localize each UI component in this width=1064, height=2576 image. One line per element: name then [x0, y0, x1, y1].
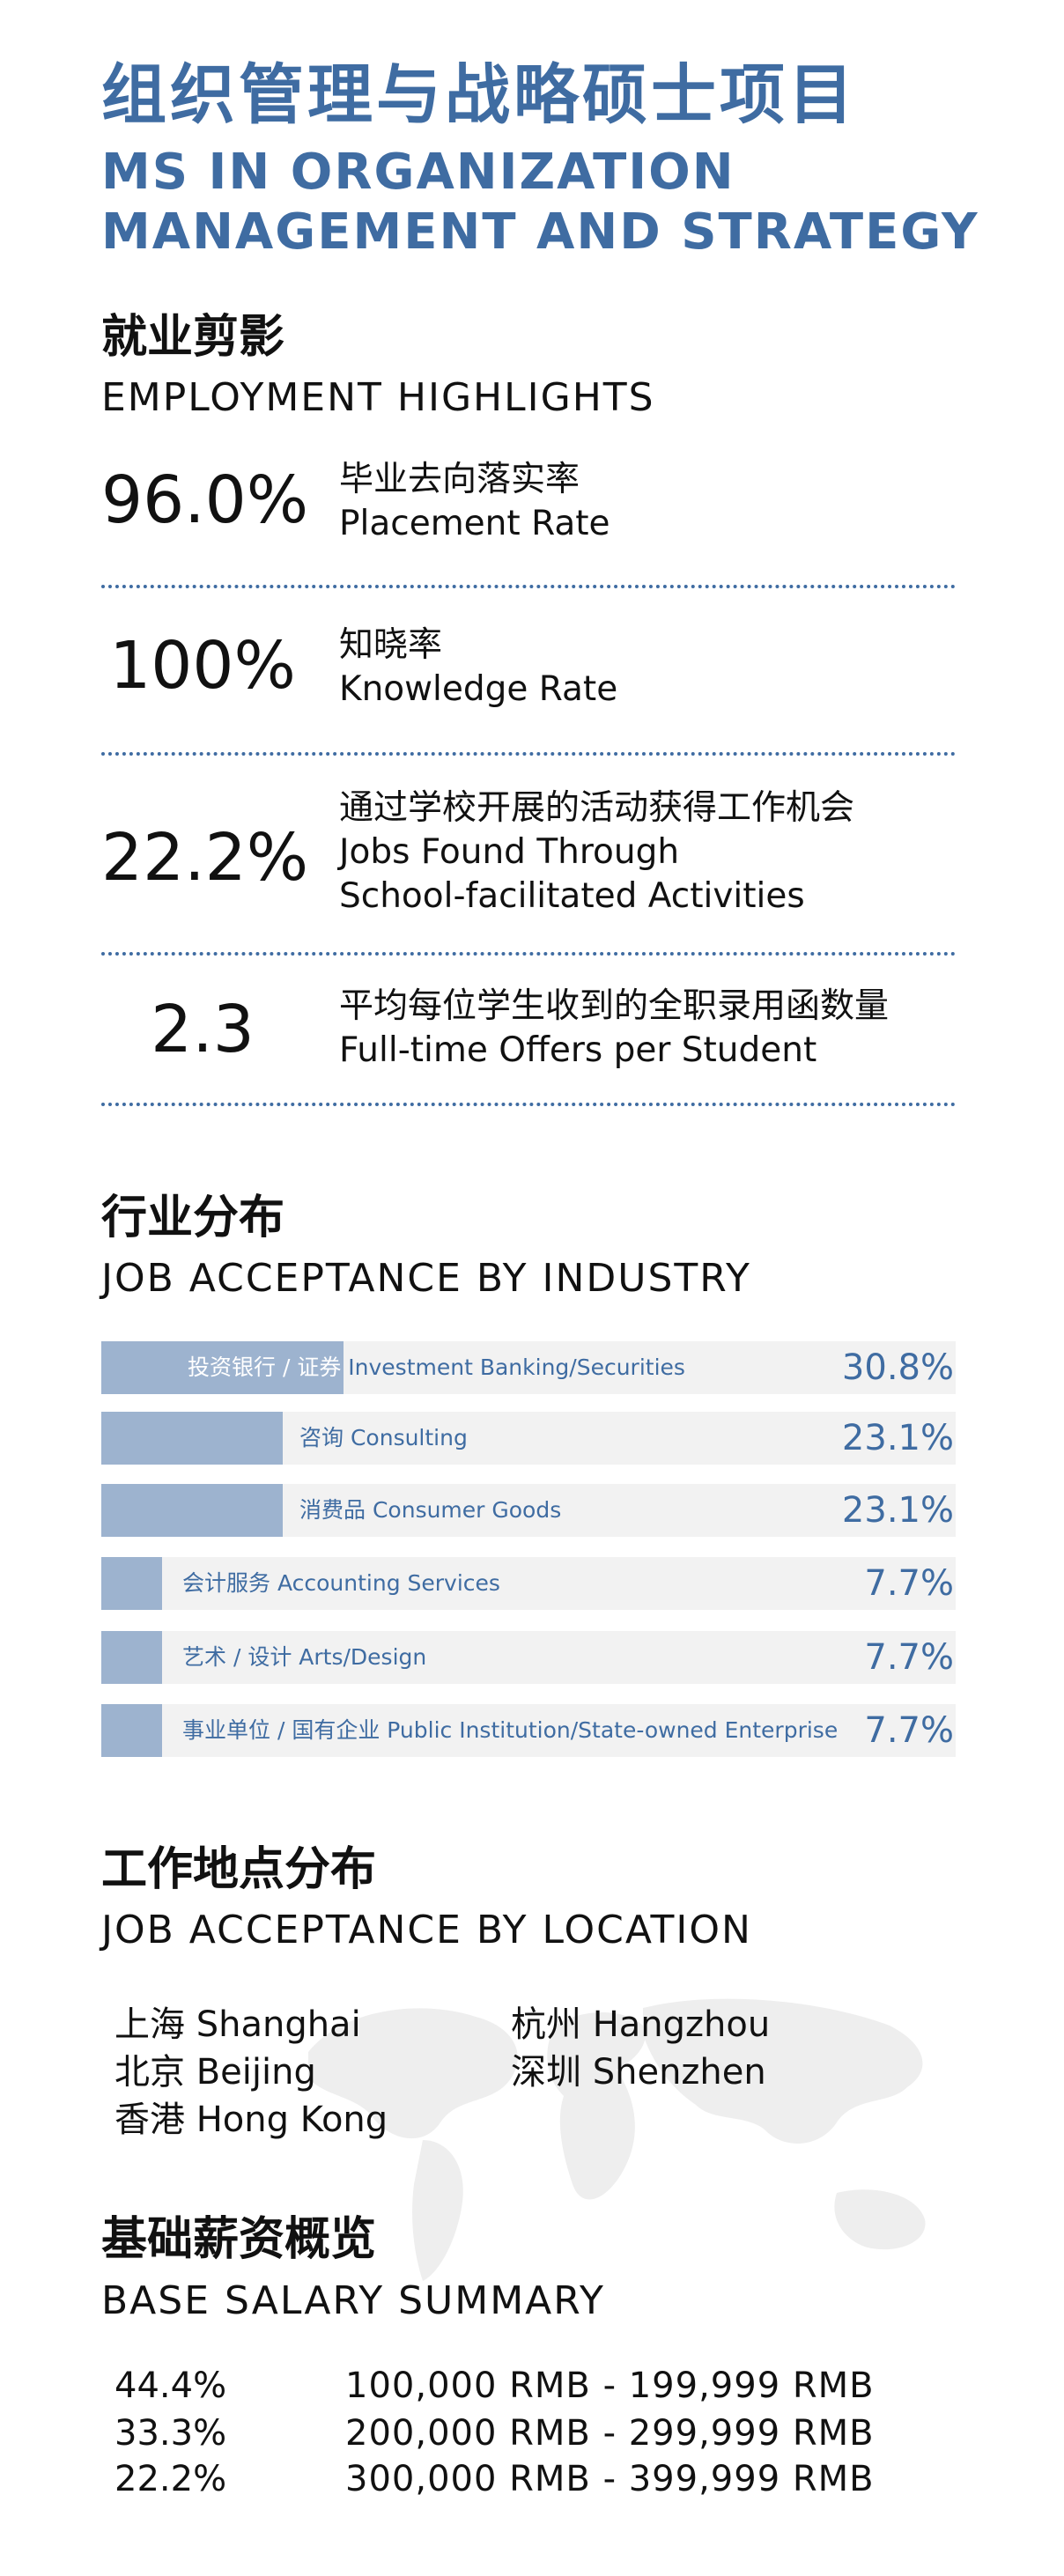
industry-percent: 7.7% [864, 1637, 954, 1678]
industry-row: 咨询 Consulting 23.1% [101, 1412, 956, 1465]
salary-heading-en: BASE SALARY SUMMARY [101, 2278, 605, 2323]
salary-heading-cn: 基础薪资概览 [101, 2213, 377, 2266]
location-item: 香港 Hong Kong [115, 2100, 388, 2140]
industry-label-cn: 消费品 [299, 1497, 366, 1523]
salary-range: 100,000 RMB - 199,999 RMB [345, 2366, 875, 2406]
divider [101, 752, 956, 756]
highlight-knowledge: 100% 知晓率 Knowledge Rate [101, 624, 956, 738]
industry-bar [101, 1484, 283, 1537]
salary-percent: 44.4% [115, 2366, 227, 2406]
industry-row: 会计服务 Accounting Services 7.7% [101, 1557, 956, 1610]
industry-bar [101, 1631, 162, 1684]
industry-bar [101, 1412, 283, 1465]
highlight-label-cn: 通过学校开展的活动获得工作机会 [339, 788, 855, 828]
industry-label-en: Arts/Design [299, 1644, 427, 1670]
industry-row: 投资银行 / 证券 Investment Banking/Securities … [101, 1341, 956, 1394]
program-title-cn: 组织管理与战略硕士项目 [101, 57, 857, 133]
location-item: 北京 Beijing [115, 2052, 316, 2093]
industry-label: 事业单位 / 国有企业 Public Institution/State-own… [182, 1704, 838, 1757]
highlight-value: 100% [109, 628, 296, 704]
industry-percent: 30.8% [841, 1347, 954, 1388]
highlight-label-en: Placement Rate [339, 504, 610, 543]
highlight-label-cn: 知晓率 [339, 625, 443, 665]
industry-label: 艺术 / 设计 Arts/Design [182, 1631, 426, 1684]
highlight-label: 平均每位学生收到的全职录用函数量 Full-time Offers per St… [339, 985, 889, 1073]
highlight-label-en: School-facilitated Activities [339, 876, 805, 916]
highlight-school-jobs: 22.2% 通过学校开展的活动获得工作机会 Jobs Found Through… [101, 786, 956, 927]
industry-label-en: Consulting [350, 1425, 468, 1450]
highlight-offers: 2.3 平均每位学生收到的全职录用函数量 Full-time Offers pe… [101, 985, 956, 1099]
industry-heading-cn: 行业分布 [101, 1192, 285, 1244]
industry-label-cn: 咨询 [299, 1425, 344, 1450]
highlight-label: 毕业去向落实率 Placement Rate [339, 458, 610, 546]
industry-label: 消费品 Consumer Goods [299, 1484, 561, 1537]
divider [101, 585, 956, 588]
divider [101, 1103, 956, 1106]
location-item: 上海 Shanghai [115, 2004, 361, 2045]
employment-heading-en: EMPLOYMENT HIGHLIGHTS [101, 375, 655, 420]
industry-bar [101, 1557, 162, 1610]
salary-range: 200,000 RMB - 299,999 RMB [345, 2413, 875, 2454]
industry-bar [101, 1341, 344, 1394]
location-heading-en: JOB ACCEPTANCE BY LOCATION [101, 1908, 752, 1952]
employment-heading-cn: 就业剪影 [101, 311, 285, 364]
industry-label-cn: 会计服务 [182, 1570, 271, 1596]
industry-label: 投资银行 / 证券 Investment Banking/Securities [188, 1341, 685, 1394]
industry-label-en: Investment Banking/Securities [348, 1354, 685, 1380]
highlight-label-en: Knowledge Rate [339, 669, 618, 709]
highlight-label: 知晓率 Knowledge Rate [339, 624, 617, 712]
highlight-label-cn: 平均每位学生收到的全职录用函数量 [339, 986, 890, 1026]
highlight-placement: 96.0% 毕业去向落实率 Placement Rate [101, 458, 956, 572]
industry-label-en: Consumer Goods [372, 1497, 562, 1523]
industry-heading-en: JOB ACCEPTANCE BY INDUSTRY [101, 1256, 751, 1301]
highlight-value: 2.3 [151, 992, 255, 1067]
industry-row: 消费品 Consumer Goods 23.1% [101, 1484, 956, 1537]
location-heading-cn: 工作地点分布 [101, 1843, 377, 1896]
industry-label-en: Public Institution/State-owned Enterpris… [387, 1717, 839, 1743]
program-title-en-line1: MS IN ORGANIZATION [101, 144, 735, 201]
world-map-icon [308, 1998, 926, 2281]
highlight-label-en: Jobs Found Through [339, 832, 680, 872]
industry-label-en: Accounting Services [277, 1570, 500, 1596]
highlight-value: 96.0% [101, 462, 309, 538]
industry-label-cn: 艺术 / 设计 [182, 1644, 292, 1670]
industry-label: 会计服务 Accounting Services [182, 1557, 500, 1610]
highlight-label-en: Full-time Offers per Student [339, 1030, 817, 1070]
industry-percent: 23.1% [841, 1418, 954, 1458]
location-item: 杭州 Hangzhou [511, 2004, 771, 2045]
salary-percent: 22.2% [115, 2459, 227, 2499]
industry-percent: 23.1% [841, 1490, 954, 1531]
industry-label-cn: 事业单位 / 国有企业 [182, 1717, 381, 1743]
program-title-en: MS IN ORGANIZATION MANAGEMENT AND STRATE… [101, 143, 979, 262]
industry-bar [101, 1704, 162, 1757]
industry-percent: 7.7% [864, 1563, 954, 1604]
highlight-label: 通过学校开展的活动获得工作机会 Jobs Found Through Schoo… [339, 786, 854, 919]
industry-row: 事业单位 / 国有企业 Public Institution/State-own… [101, 1704, 956, 1757]
salary-range: 300,000 RMB - 399,999 RMB [345, 2459, 875, 2499]
divider [101, 952, 956, 956]
industry-percent: 7.7% [864, 1710, 954, 1751]
industry-label: 咨询 Consulting [299, 1412, 468, 1465]
industry-label-cn: 投资银行 / 证券 [188, 1354, 342, 1380]
industry-row: 艺术 / 设计 Arts/Design 7.7% [101, 1631, 956, 1684]
salary-percent: 33.3% [115, 2413, 227, 2454]
highlight-label-cn: 毕业去向落实率 [339, 460, 580, 499]
highlight-value: 22.2% [101, 820, 309, 896]
program-title-en-line2: MANAGEMENT AND STRATEGY [101, 203, 979, 261]
location-item: 深圳 Shenzhen [511, 2052, 766, 2093]
